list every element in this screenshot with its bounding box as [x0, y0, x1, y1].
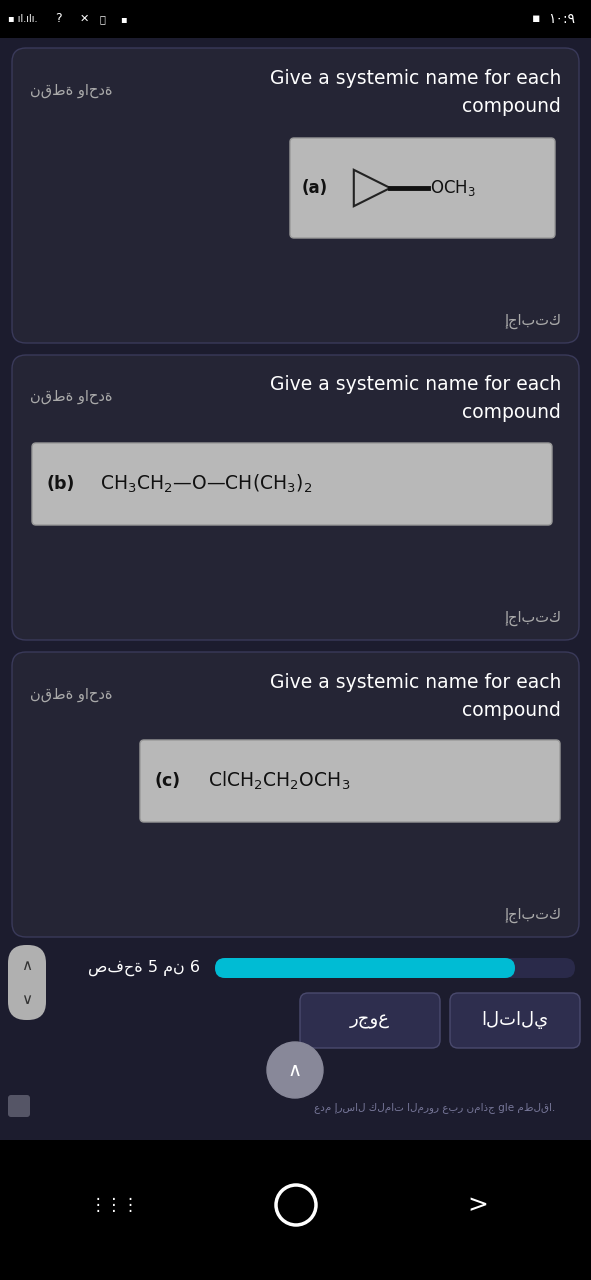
FancyBboxPatch shape — [450, 993, 580, 1048]
Text: نقطة واحدة: نقطة واحدة — [30, 686, 112, 701]
Text: (c): (c) — [154, 772, 180, 790]
FancyBboxPatch shape — [300, 993, 440, 1048]
Text: ▪ ıl.ılı.: ▪ ıl.ılı. — [8, 14, 37, 24]
Text: compound: compound — [462, 403, 561, 422]
FancyBboxPatch shape — [0, 0, 591, 38]
FancyBboxPatch shape — [32, 443, 552, 525]
Text: >: > — [467, 1193, 488, 1217]
Text: ClCH$_2$CH$_2$OCH$_3$: ClCH$_2$CH$_2$OCH$_3$ — [208, 769, 350, 792]
FancyBboxPatch shape — [0, 1140, 591, 1280]
Circle shape — [267, 1042, 323, 1098]
Text: (a): (a) — [302, 179, 328, 197]
Text: Give a systemic name for each: Give a systemic name for each — [269, 375, 561, 394]
Text: إجابتك: إجابتك — [504, 611, 561, 626]
FancyBboxPatch shape — [290, 138, 555, 238]
FancyBboxPatch shape — [215, 957, 515, 978]
FancyBboxPatch shape — [8, 1094, 30, 1117]
FancyBboxPatch shape — [12, 652, 579, 937]
Text: عدم إرسال كلمات المرور عبر نماذج gle مطلقا.: عدم إرسال كلمات المرور عبر نماذج gle مطل… — [314, 1102, 555, 1114]
Text: ∧: ∧ — [288, 1061, 302, 1079]
Text: ▪: ▪ — [531, 13, 540, 26]
Text: ✕: ✕ — [80, 14, 89, 24]
FancyBboxPatch shape — [215, 957, 575, 978]
Text: ∧: ∧ — [21, 959, 33, 974]
FancyBboxPatch shape — [12, 47, 579, 343]
Text: compound: compound — [462, 700, 561, 719]
Text: ?: ? — [55, 13, 61, 26]
Text: ⏰: ⏰ — [100, 14, 106, 24]
FancyBboxPatch shape — [8, 945, 46, 1020]
Text: التالي: التالي — [482, 1011, 548, 1029]
Text: OCH$_3$: OCH$_3$ — [430, 178, 476, 198]
Text: (b): (b) — [46, 475, 74, 493]
Text: Give a systemic name for each: Give a systemic name for each — [269, 672, 561, 691]
Text: ∨: ∨ — [21, 992, 33, 1007]
Text: CH$_3$CH$_2$—O—CH(CH$_3$)$_2$: CH$_3$CH$_2$—O—CH(CH$_3$)$_2$ — [100, 472, 312, 495]
Text: ١٠:٩: ١٠:٩ — [548, 12, 575, 26]
FancyBboxPatch shape — [12, 355, 579, 640]
Text: رجوع: رجوع — [350, 1011, 390, 1029]
FancyBboxPatch shape — [140, 740, 560, 822]
Text: إجابتك: إجابتك — [504, 908, 561, 923]
Text: compound: compound — [462, 96, 561, 115]
Text: Give a systemic name for each: Give a systemic name for each — [269, 69, 561, 87]
Text: نقطة واحدة: نقطة واحدة — [30, 389, 112, 404]
Text: صفحة 5 من 6: صفحة 5 من 6 — [88, 960, 200, 977]
Text: ⋮⋮⋮: ⋮⋮⋮ — [90, 1196, 140, 1213]
Text: ▪: ▪ — [120, 14, 126, 24]
Text: إجابتك: إجابتك — [504, 314, 561, 329]
Text: نقطة واحدة: نقطة واحدة — [30, 82, 112, 97]
